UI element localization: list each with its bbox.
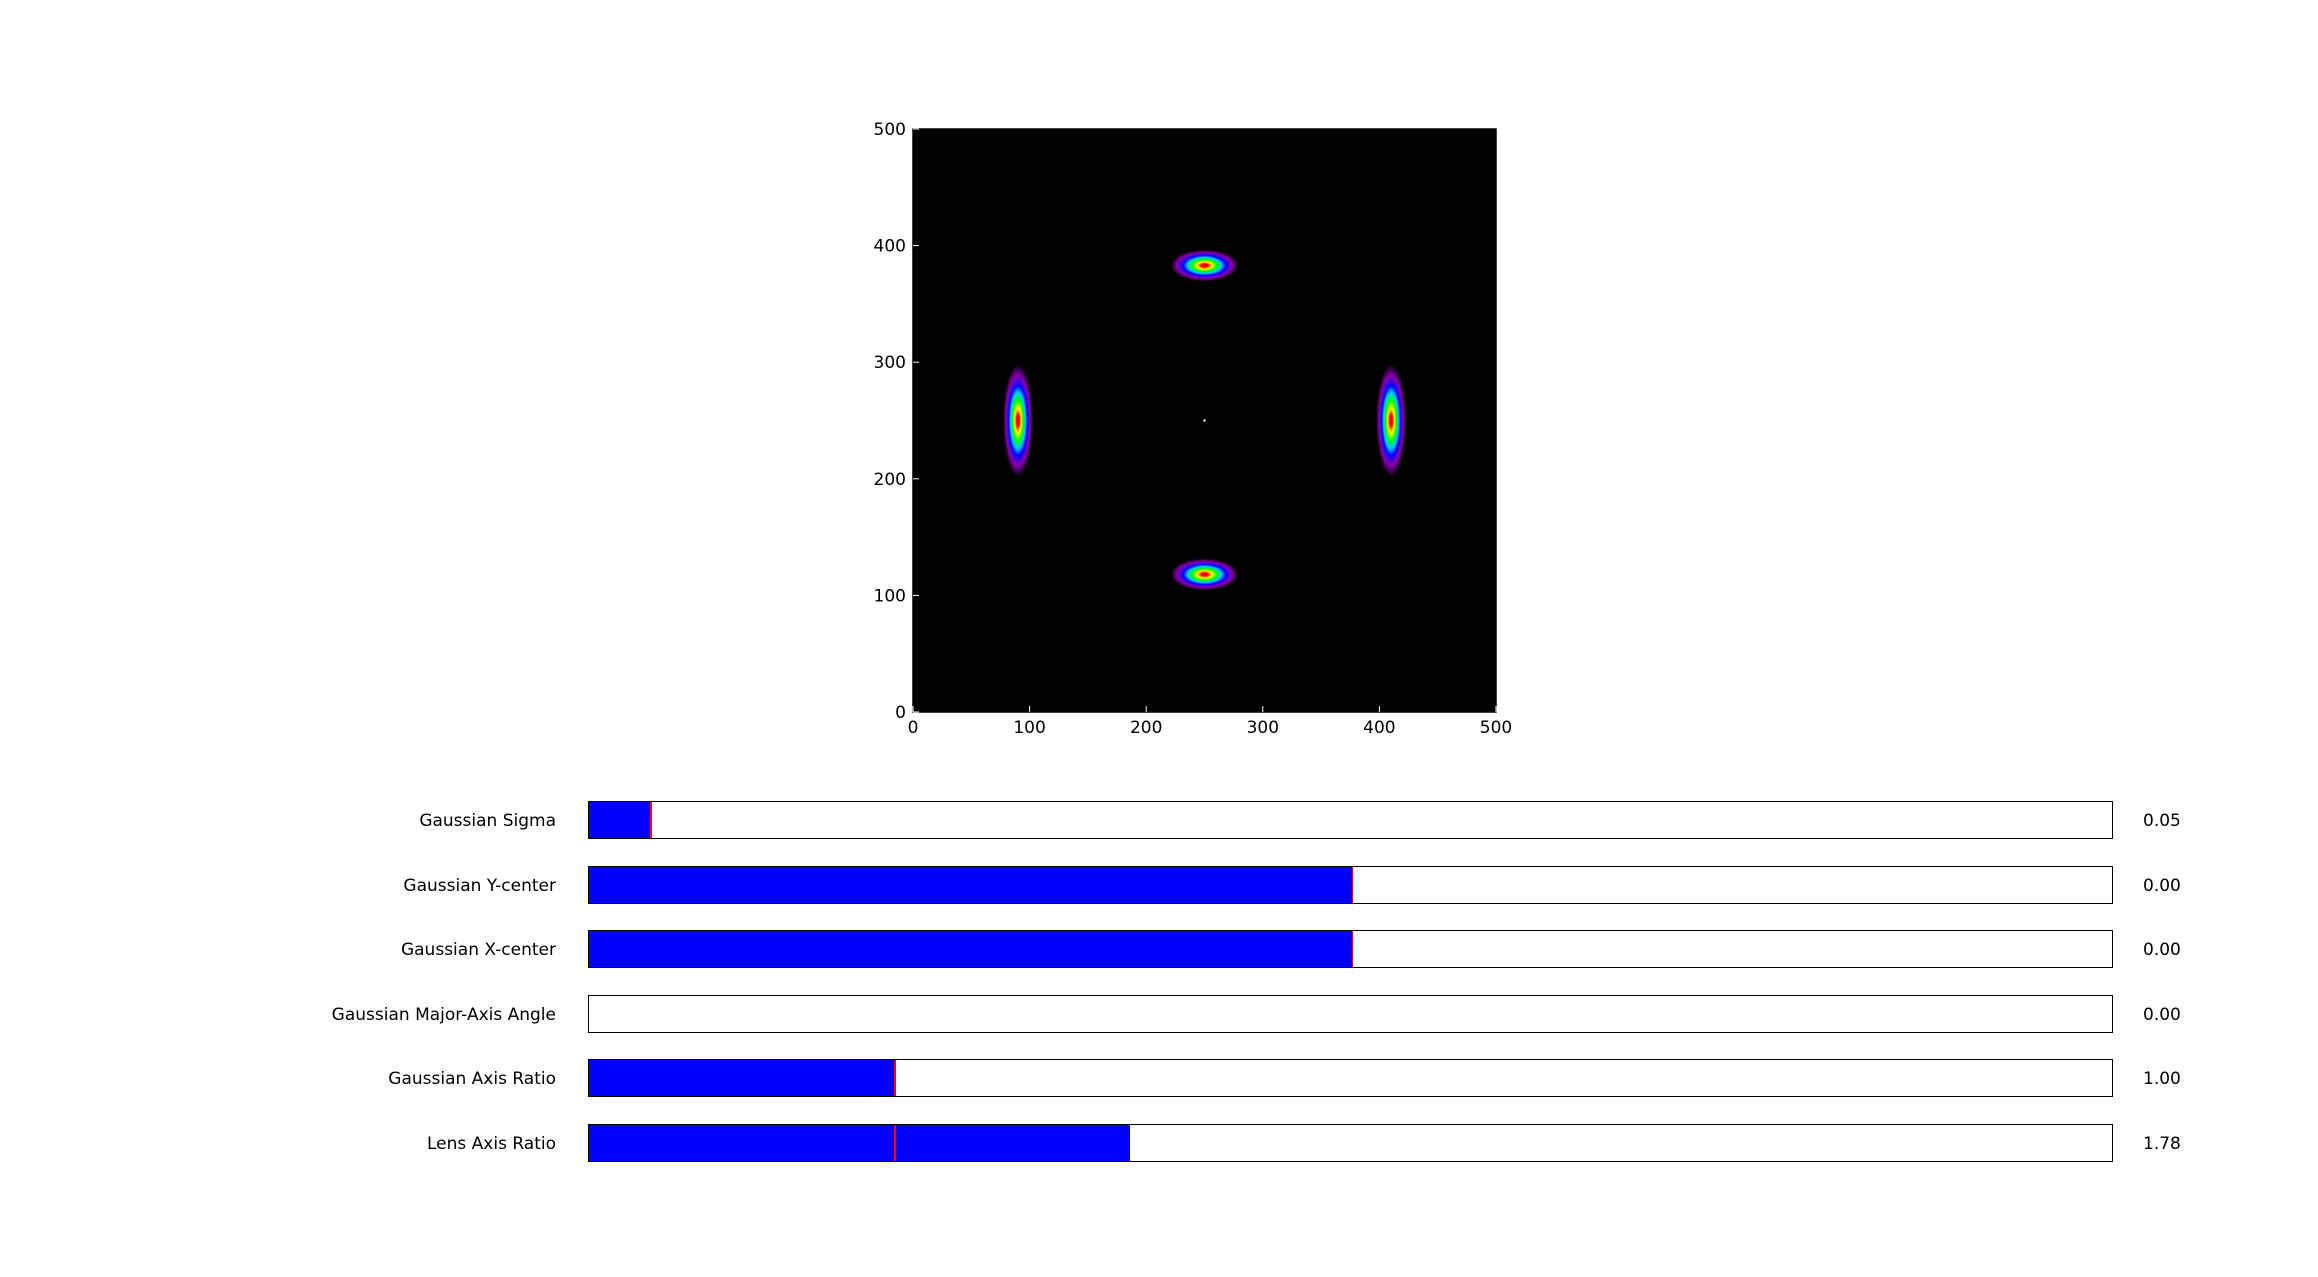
slider-initial-marker-ycenter <box>1351 866 1353 903</box>
x-tick-label: 300 <box>1247 718 1279 738</box>
y-tick-label: 400 <box>874 237 906 257</box>
slider-value-ycenter: 0.00 <box>2143 875 2181 896</box>
slider-row-lens-axis-ratio: Lens Axis Ratio 1.78 <box>0 1123 2318 1164</box>
slider-value-lens-axis-ratio: 1.78 <box>2143 1133 2181 1154</box>
x-axis: 0 100 200 300 400 500 <box>908 706 1512 738</box>
x-tick-label: 500 <box>1480 718 1512 738</box>
slider-value-sigma: 0.05 <box>2143 811 2181 831</box>
slider-fill-xcenter[interactable] <box>589 931 1352 967</box>
slider-row-xcenter: Gaussian X-center 0.00 <box>0 930 2318 970</box>
slider-fill-sigma[interactable] <box>589 802 650 838</box>
slider-axis-ratio[interactable] <box>588 1059 2113 1097</box>
slider-fill-lens-axis-ratio[interactable] <box>589 1124 1131 1161</box>
lensed-image-top <box>1170 249 1239 282</box>
slider-initial-marker-sigma <box>650 802 652 838</box>
y-tick-label: 300 <box>874 353 906 373</box>
center-marker <box>1203 419 1206 422</box>
y-tick-label: 100 <box>874 586 906 606</box>
x-tick-label: 200 <box>1130 718 1162 738</box>
slider-xcenter[interactable] <box>588 930 2113 968</box>
slider-value-angle: 0.00 <box>2143 1004 2181 1025</box>
slider-label-xcenter: Gaussian X-center <box>400 940 556 960</box>
slider-label-axis-ratio: Gaussian Axis Ratio <box>388 1069 556 1089</box>
y-tick-label: 200 <box>874 470 906 490</box>
slider-fill-ycenter[interactable] <box>589 866 1352 903</box>
plot-frame <box>912 128 1497 713</box>
slider-value-xcenter: 0.00 <box>2143 940 2181 960</box>
slider-row-angle: Gaussian Major-Axis Angle 0.00 <box>0 994 2318 1035</box>
slider-row-axis-ratio: Gaussian Axis Ratio 1.00 <box>0 1059 2318 1099</box>
x-tick-label: 100 <box>1013 718 1045 738</box>
slider-label-angle: Gaussian Major-Axis Angle <box>331 1004 556 1025</box>
slider-label-lens-axis-ratio: Lens Axis Ratio <box>427 1133 556 1154</box>
lensed-image-right <box>1376 364 1407 477</box>
y-tick-label: 0 <box>895 703 906 723</box>
y-axis: 0 100 200 300 400 500 <box>874 120 919 723</box>
slider-fill-axis-ratio[interactable] <box>589 1060 894 1096</box>
x-tick-label: 0 <box>908 718 919 738</box>
image-plot[interactable] <box>912 128 1497 713</box>
slider-angle[interactable] <box>588 994 2113 1033</box>
y-tick-label: 500 <box>874 120 906 140</box>
slider-initial-marker-axis-ratio <box>894 1060 896 1096</box>
x-tick-label: 400 <box>1363 718 1395 738</box>
slider-value-axis-ratio: 1.00 <box>2143 1069 2181 1089</box>
slider-sigma[interactable] <box>588 801 2113 839</box>
lensed-image-left <box>1002 364 1033 477</box>
lensed-image-bottom <box>1170 558 1239 591</box>
slider-label-ycenter: Gaussian Y-center <box>403 875 556 896</box>
slider-row-ycenter: Gaussian Y-center 0.00 <box>0 865 2318 906</box>
slider-initial-marker-xcenter <box>1351 931 1353 967</box>
slider-label-sigma: Gaussian Sigma <box>419 811 556 831</box>
slider-lens-axis-ratio[interactable] <box>588 1123 2113 1162</box>
slider-row-sigma: Gaussian Sigma 0.05 <box>0 801 2318 841</box>
slider-ycenter[interactable] <box>588 865 2113 904</box>
slider-initial-marker-lens-axis-ratio <box>894 1124 896 1161</box>
